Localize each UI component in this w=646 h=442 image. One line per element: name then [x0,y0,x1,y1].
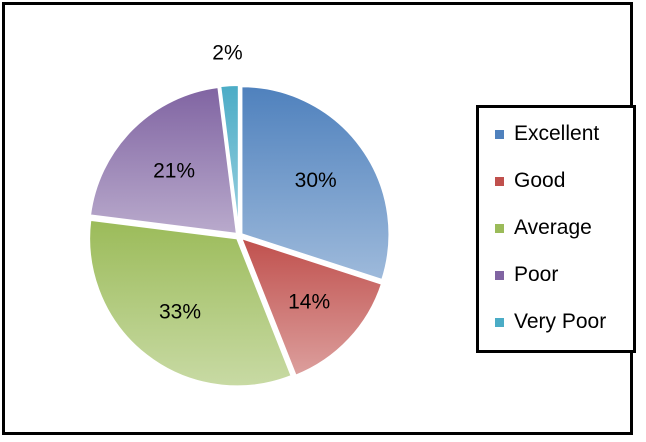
legend-label-poor: Poor [514,263,559,286]
legend-item-good: Good [495,166,565,196]
legend-item-excellent: Excellent [495,119,599,149]
legend-label-very-poor: Very Poor [514,310,607,333]
legend-label-excellent: Excellent [514,122,600,145]
legend-label-average: Average [514,216,592,239]
legend-swatch-average [495,223,504,233]
legend-item-very-poor: Very Poor [495,307,606,337]
data-label-good: 14% [288,290,330,313]
legend-label-good: Good [514,169,566,192]
chart-frame: 30% 14% 33% 21% 2% Excellent Good Average Po… [2,2,636,435]
legend-item-poor: Poor [495,260,558,290]
data-label-poor: 21% [153,160,195,183]
legend-swatch-excellent [495,129,504,139]
legend-swatch-poor [495,270,504,280]
chart-legend: Excellent Good Average Poor Very Poor [476,105,636,353]
legend-swatch-good [495,176,504,186]
data-label-average: 33% [159,301,201,324]
pie-slice-very-poor [219,84,240,234]
pie-slices [88,84,391,388]
pie-chart: 30% 14% 33% 21% 2% [88,41,391,388]
data-label-very-poor: 2% [212,41,242,64]
legend-item-average: Average [495,213,592,243]
pie-slice-excellent [240,85,391,282]
legend-swatch-very-poor [495,317,504,327]
pie-slice-good [239,236,384,377]
pie-data-labels: 30% 14% 33% 21% 2% [153,41,337,323]
data-label-excellent: 30% [295,169,337,192]
pie-slice-average [88,218,293,388]
pie-slice-poor [88,85,239,236]
